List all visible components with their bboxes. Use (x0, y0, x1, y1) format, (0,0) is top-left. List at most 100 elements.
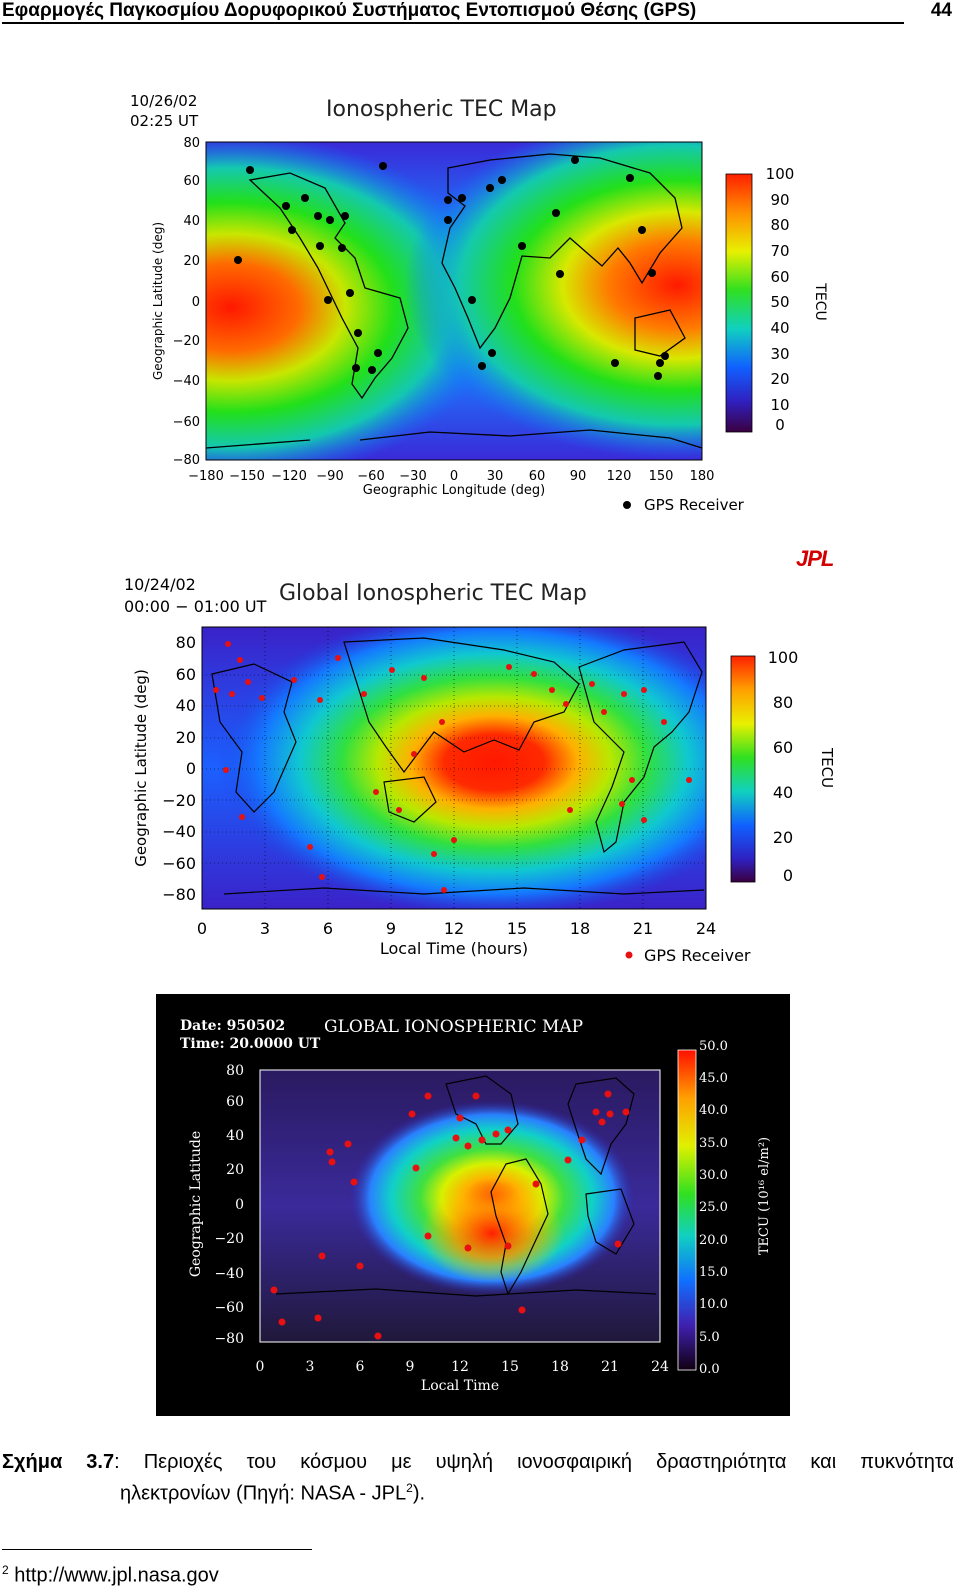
map3-ytick: 80 (226, 1063, 244, 1079)
map2-receiver (373, 789, 379, 795)
map1-xtick: 90 (570, 469, 587, 484)
map3-colorbar-ticks: 50.0 45.0 40.0 35.0 30.0 25.0 20.0 15.0 … (699, 1039, 728, 1377)
map2-receiver (307, 844, 313, 850)
map1-receiver (379, 162, 387, 170)
map1-receiver (488, 349, 496, 357)
map2-cbtick: 100 (768, 648, 799, 667)
map1-ytick: 60 (183, 174, 200, 189)
map2-ytick: 20 (176, 728, 196, 747)
map1-receiver (444, 196, 452, 204)
map2-receiver (239, 814, 245, 820)
map1-receiver (326, 216, 334, 224)
map2-legend-marker (625, 951, 633, 959)
map3-cbtick: 20.0 (699, 1233, 728, 1248)
map3-xtick: 18 (551, 1359, 569, 1375)
map3-cbtick: 45.0 (699, 1071, 728, 1086)
page-number: 44 (930, 0, 952, 21)
map3-receiver (424, 1092, 432, 1100)
map3-receiver (456, 1114, 464, 1122)
map2-gps-receivers (213, 641, 692, 893)
map1-coastlines (205, 153, 703, 449)
map1-plot-frame (205, 141, 703, 461)
map1-receiver (234, 256, 242, 264)
map2-receiver (619, 801, 625, 807)
map1-receiver (556, 270, 564, 278)
map1-xlabel: Geographic Longitude (deg) (363, 483, 545, 498)
map1-xtick: −150 (229, 469, 265, 484)
map2-plot-area (202, 627, 706, 909)
map1-receiver (611, 359, 619, 367)
map2-cbtick: 60 (773, 738, 793, 757)
map1-receiver (246, 166, 254, 174)
map2-receiver (567, 807, 573, 813)
map1-cbtick: 40 (770, 319, 789, 337)
map2-receiver (396, 807, 402, 813)
caption-text2: ηλεκτρονίων (Πηγή: NASA - JPL (120, 1482, 407, 1505)
map1-receiver (654, 372, 662, 380)
map1-xtick: −180 (188, 469, 224, 484)
map1-xtick: −120 (271, 469, 307, 484)
map2-receiver (223, 767, 229, 773)
map3-ytick: −80 (214, 1331, 244, 1347)
map3-receiver (606, 1110, 614, 1118)
map1-xtick: −30 (399, 469, 426, 484)
map3-receiver (622, 1108, 630, 1116)
map3-cbtick: 30.0 (699, 1168, 728, 1183)
map2-receiver (661, 719, 667, 725)
map1-receiver (458, 194, 466, 202)
map1-receiver (552, 209, 560, 217)
map2-date: 10/24/02 (124, 575, 196, 594)
map3-cbtick: 40.0 (699, 1103, 728, 1118)
map2-receiver (601, 709, 607, 715)
map2-receiver (361, 691, 367, 697)
map3-ytick: 20 (226, 1162, 244, 1178)
map3-receiver (356, 1262, 364, 1270)
map2-receiver (641, 817, 647, 823)
map2-receiver (549, 687, 555, 693)
map2-receiver (439, 719, 445, 725)
map2-receiver (229, 691, 235, 697)
map1-ytick: 40 (183, 214, 200, 229)
map1-receiver (301, 194, 309, 202)
map3-receiver (270, 1286, 278, 1294)
page-header: Εφαρμογές Παγκοσμίου Δορυφορικού Συστήμα… (2, 0, 904, 24)
map3-title: GLOBAL IONOSPHERIC MAP (324, 1017, 583, 1037)
map1-cbtick: 10 (770, 396, 789, 414)
figure-global-ionospheric-tec-map: 10/24/02 00:00 − 01:00 UT Global Ionosph… (124, 575, 836, 965)
map3-xtick: 3 (306, 1359, 315, 1375)
map3-xtick: 9 (406, 1359, 415, 1375)
map3-receiver (408, 1110, 416, 1118)
map1-receiver (374, 349, 382, 357)
map1-receiver (354, 329, 362, 337)
map1-xtick: 60 (529, 469, 546, 484)
map1-receiver (288, 226, 296, 234)
map2-ytick: 80 (176, 633, 196, 652)
map1-cbtick: 90 (770, 191, 789, 209)
map3-time: Time: 20.0000 UT (180, 1036, 321, 1052)
map2-receiver (589, 681, 595, 687)
map3-ytick: −40 (214, 1266, 244, 1282)
caption-footnote-ref[interactable]: 2 (406, 1481, 413, 1495)
map2-xlabel: Local Time (hours) (380, 939, 528, 958)
map3-xtick: 24 (651, 1359, 669, 1375)
map2-cbtick: 20 (773, 828, 793, 847)
map3-receiver (604, 1090, 612, 1098)
figure-global-ionospheric-map: Date: 950502 Time: 20.0000 UT GLOBAL ION… (156, 994, 790, 1416)
map3-receiver (350, 1178, 358, 1186)
map3-cbtick: 10.0 (699, 1297, 728, 1312)
map3-cbtick: 25.0 (699, 1200, 728, 1215)
map2-cbtick: 80 (773, 693, 793, 712)
map1-cbtick: 70 (770, 242, 789, 260)
caption-text: : Περιοχές του κόσμου με υψηλή ιονοσφαιρ… (114, 1451, 954, 1473)
map3-receiver (592, 1108, 600, 1116)
map1-xtick: 30 (487, 469, 504, 484)
map1-receiver (368, 366, 376, 374)
caption-text3: ). (412, 1482, 426, 1505)
footnote-link[interactable]: http://www.jpl.nasa.gov (14, 1564, 219, 1587)
map3-colorbar-label: TECU (10¹⁶ el/m²) (757, 1137, 772, 1255)
map2-cbtick: 40 (773, 783, 793, 802)
map3-receiver (532, 1180, 540, 1188)
map3-receiver (478, 1136, 486, 1144)
caption-label: Σχήμα 3.7 (2, 1451, 115, 1473)
map2-colorbar-ticks: 100 80 60 40 20 0 (768, 648, 799, 885)
